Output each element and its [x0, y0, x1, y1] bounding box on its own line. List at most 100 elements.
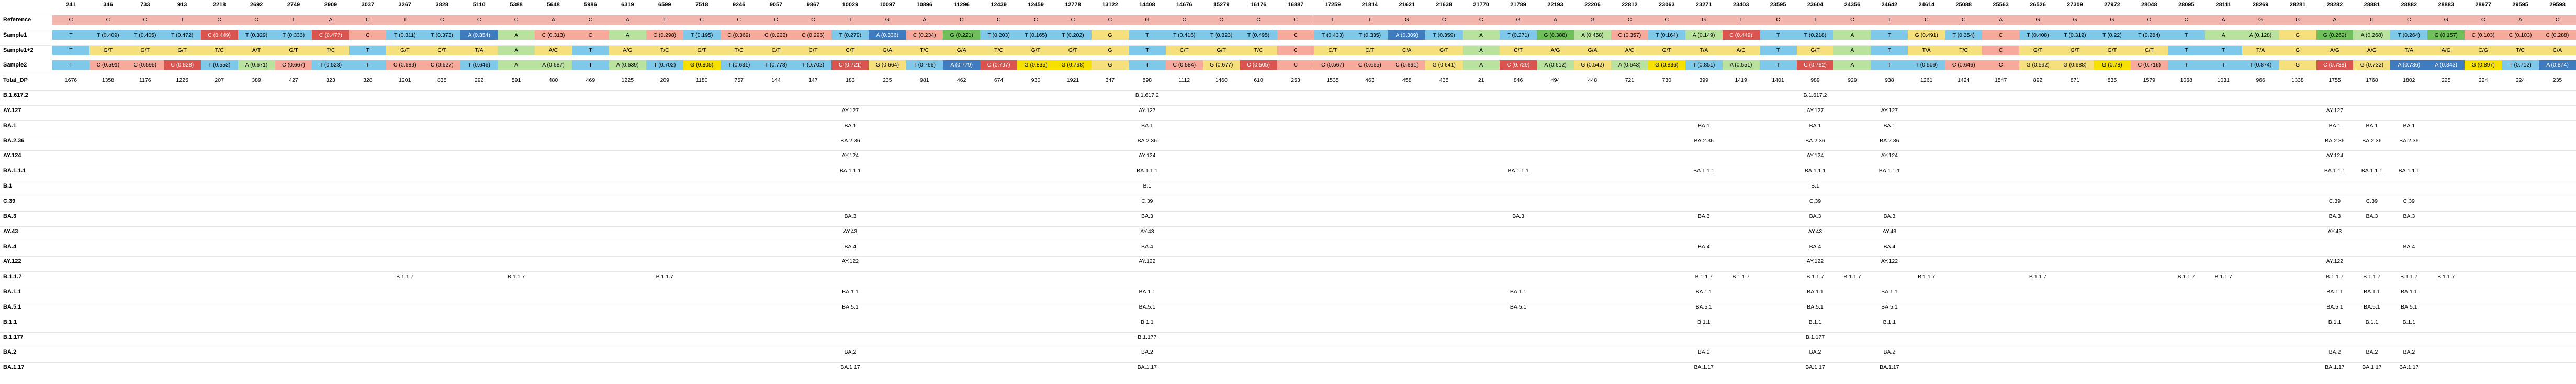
lineage-cell: BA.1.17 — [1805, 364, 1825, 371]
lineage-cell: B.1.1 — [1697, 319, 1711, 325]
lineage-cell: BA.1.1 — [1881, 289, 1898, 295]
sample-call-cell: C — [1277, 60, 1314, 70]
row-label-b-1-177: B.1.177 — [3, 334, 24, 341]
reference-base: C — [1759, 15, 1797, 25]
sample-call-cell: C (0.716) — [2130, 60, 2168, 70]
mixed-call-cell: T/C — [646, 45, 683, 55]
sample-call-cell: C (0.665) — [1351, 60, 1389, 70]
reference-base: A — [1982, 15, 2020, 25]
sample-call-cell: C — [1982, 60, 2020, 70]
sample-call-cell: T (0.495) — [1240, 30, 1277, 40]
position-header: 10896 — [916, 2, 933, 8]
lineage-cell: BA.1 — [2366, 122, 2378, 129]
sample-call-cell: C (0.689) — [386, 60, 424, 70]
sample-call-cell: T — [1759, 60, 1797, 70]
sample-call-cell: T (0.218) — [1796, 30, 1834, 40]
sample-call-cell: A (0.551) — [1722, 60, 1760, 70]
lineage-cell: BA.2.36 — [840, 137, 860, 144]
mixed-call-cell: T/C — [980, 45, 1018, 55]
sample-call-cell: G (0.641) — [1425, 60, 1463, 70]
position-header: 13122 — [1102, 2, 1118, 8]
depth-cell: 328 — [363, 77, 373, 84]
row-divider — [0, 90, 2576, 91]
reference-base: A — [2502, 15, 2539, 25]
lineage-cell: BA.2.36 — [1805, 137, 1825, 144]
lineage-cell: BA.5.1 — [1881, 303, 1898, 310]
mixed-call-cell: T/C — [200, 45, 238, 55]
mixed-call-cell: G/T — [1648, 45, 1685, 55]
sample-call-cell: T (0.631) — [720, 60, 758, 70]
sample-call-cell: G (0.688) — [2056, 60, 2094, 70]
lineage-cell: BA.1.1 — [1510, 289, 1527, 295]
mixed-call-cell: A/C — [1611, 45, 1648, 55]
reference-base: T — [163, 15, 201, 25]
reference-base: G — [2093, 15, 2131, 25]
position-header: 17259 — [1324, 2, 1341, 8]
position-header: 9867 — [806, 2, 820, 8]
mixed-call-cell: G/A — [1573, 45, 1611, 55]
sample-call-cell: G (0.835) — [1017, 60, 1054, 70]
mixed-call-cell: A/G — [609, 45, 646, 55]
reference-base: C — [89, 15, 127, 25]
mixed-call-cell: T/C — [720, 45, 758, 55]
lineage-cell: BA.1.1.1 — [2398, 168, 2420, 174]
position-header: 25088 — [1955, 2, 1972, 8]
lineage-cell: BA.2.36 — [1137, 137, 1157, 144]
lineage-cell: BA.1.1 — [2364, 289, 2380, 295]
depth-cell: 462 — [957, 77, 966, 84]
sample-call-cell: T (0.766) — [906, 60, 943, 70]
depth-cell: 1921 — [1066, 77, 1079, 84]
position-header: 16887 — [1287, 2, 1304, 8]
lineage-cell: BA.1.17 — [2362, 364, 2382, 371]
sample-call-cell: C (0.298) — [646, 30, 683, 40]
row-label-b-1-1: B.1.1 — [3, 319, 17, 325]
position-header: 733 — [140, 2, 150, 8]
reference-base: C — [794, 15, 832, 25]
lineage-cell: BA.1.1.1 — [1804, 168, 1826, 174]
mixed-call-cell: G/T — [1796, 45, 1834, 55]
depth-cell: 435 — [1439, 77, 1449, 84]
lineage-cell: BA.1.1 — [1807, 289, 1824, 295]
lineage-cell: B.1 — [1811, 183, 1819, 190]
depth-cell: 494 — [1550, 77, 1560, 84]
depth-cell: 674 — [994, 77, 1004, 84]
mixed-call-cell: A/G — [2316, 45, 2354, 55]
lineage-cell: BA.5.1 — [2364, 303, 2380, 310]
lineage-cell: BA.5.1 — [842, 303, 859, 310]
row-label-reference: Reference — [3, 16, 31, 23]
sample-call-cell: T (0.284) — [2130, 30, 2168, 40]
mixed-call-cell: T/C — [1240, 45, 1277, 55]
lineage-cell: AY.127 — [1881, 107, 1898, 114]
lineage-cell: B.1.1 — [1141, 319, 1154, 325]
mixed-call-cell: C/T — [1165, 45, 1203, 55]
depth-cell: 469 — [586, 77, 595, 84]
position-header: 15279 — [1213, 2, 1230, 8]
reference-base: C — [1648, 15, 1685, 25]
lineage-cell: AY.124 — [841, 152, 859, 159]
mixed-call-cell: T — [2204, 45, 2242, 55]
row-label-sample2: Sample2 — [3, 62, 27, 69]
lineage-cell: AY.122 — [1881, 258, 1898, 265]
sample-call-cell: C (0.234) — [906, 30, 943, 40]
depth-cell: 1401 — [1772, 77, 1784, 84]
reference-base: G — [2279, 15, 2316, 25]
reference-base: G — [1685, 15, 1723, 25]
row-label-b-1-617-2: B.1.617.2 — [3, 92, 28, 99]
reference-base: A — [609, 15, 646, 25]
sample-call-cell: A (0.309) — [1388, 30, 1426, 40]
reference-base: G — [1388, 15, 1426, 25]
row-label-b-1: B.1 — [3, 183, 13, 190]
sample-call-cell: T (0.329) — [238, 30, 275, 40]
position-header: 21638 — [1436, 2, 1453, 8]
sample-call-cell: T (0.271) — [1500, 30, 1537, 40]
sample-call-cell: C (0.667) — [275, 60, 312, 70]
sample-call-cell: T — [1871, 60, 1908, 70]
depth-cell: 1338 — [2291, 77, 2304, 84]
lineage-cell: BA.5.1 — [1510, 303, 1527, 310]
sample-call-cell: T (0.203) — [980, 30, 1018, 40]
reference-base: C — [423, 15, 461, 25]
sample-call-cell: G (0.805) — [683, 60, 721, 70]
lineage-cell: B.1.1.7 — [2400, 273, 2418, 280]
mixed-call-cell: G/T — [2019, 45, 2057, 55]
position-header: 10097 — [879, 2, 896, 8]
